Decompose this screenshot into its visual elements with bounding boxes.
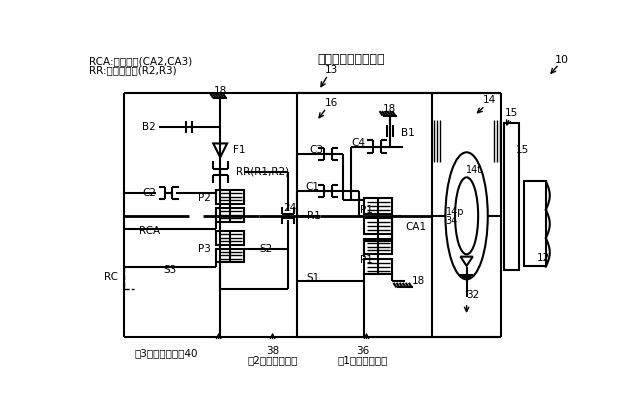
Text: 14: 14 bbox=[483, 96, 497, 105]
Bar bbox=[216, 248, 244, 262]
Text: 38: 38 bbox=[266, 346, 279, 356]
Text: 14p: 14p bbox=[446, 207, 464, 217]
Text: P1: P1 bbox=[360, 255, 373, 265]
Text: 18: 18 bbox=[383, 104, 396, 114]
Text: S3: S3 bbox=[164, 265, 177, 275]
Bar bbox=[364, 198, 392, 214]
Text: RCA: RCA bbox=[139, 226, 160, 236]
Text: 13: 13 bbox=[325, 65, 339, 75]
Text: 14t: 14t bbox=[466, 165, 483, 175]
Text: 10: 10 bbox=[555, 54, 569, 65]
Text: 24: 24 bbox=[283, 203, 296, 213]
Text: B2: B2 bbox=[143, 122, 156, 132]
Text: 第3遂星歯車装置40: 第3遂星歯車装置40 bbox=[134, 348, 198, 358]
Text: P3: P3 bbox=[198, 244, 211, 254]
Text: 15: 15 bbox=[516, 145, 529, 155]
Text: CA1: CA1 bbox=[405, 222, 426, 233]
Bar bbox=[216, 190, 244, 204]
Text: 第1遂星歯車装置: 第1遂星歯車装置 bbox=[337, 355, 388, 365]
Text: 34: 34 bbox=[446, 216, 458, 226]
Text: C2: C2 bbox=[142, 188, 156, 198]
Text: RR(R1,R2): RR(R1,R2) bbox=[236, 167, 289, 177]
Text: RCA:キャリヤ(CA2,CA3): RCA:キャリヤ(CA2,CA3) bbox=[90, 56, 193, 66]
Text: C3: C3 bbox=[310, 145, 323, 155]
Text: 32: 32 bbox=[466, 290, 479, 300]
Text: R1: R1 bbox=[307, 211, 321, 221]
Text: S1: S1 bbox=[306, 273, 319, 283]
Text: S2: S2 bbox=[260, 244, 273, 254]
Bar bbox=[364, 239, 392, 254]
Text: 第2遂星歯車装置: 第2遂星歯車装置 bbox=[248, 355, 298, 365]
Text: P1: P1 bbox=[360, 204, 373, 215]
Text: 18: 18 bbox=[412, 276, 426, 286]
Text: 15: 15 bbox=[504, 109, 518, 119]
Text: 車両用動力伝達装置: 車両用動力伝達装置 bbox=[317, 53, 385, 66]
Bar bbox=[216, 208, 244, 222]
Text: 36: 36 bbox=[356, 346, 369, 356]
Bar bbox=[216, 231, 244, 245]
Bar bbox=[524, 181, 546, 266]
Text: B1: B1 bbox=[401, 129, 415, 138]
Bar bbox=[364, 218, 392, 233]
Bar bbox=[364, 259, 392, 274]
Bar bbox=[504, 124, 519, 270]
Text: C4: C4 bbox=[352, 138, 366, 147]
Text: F1: F1 bbox=[232, 145, 245, 155]
Text: 12: 12 bbox=[537, 253, 550, 263]
Text: C1: C1 bbox=[306, 182, 319, 192]
Text: RR:リングギヤ(R2,R3): RR:リングギヤ(R2,R3) bbox=[90, 65, 177, 75]
Text: 16: 16 bbox=[325, 98, 339, 108]
Text: RC: RC bbox=[104, 272, 118, 282]
Text: P2: P2 bbox=[198, 193, 211, 203]
Text: 18: 18 bbox=[214, 86, 227, 96]
